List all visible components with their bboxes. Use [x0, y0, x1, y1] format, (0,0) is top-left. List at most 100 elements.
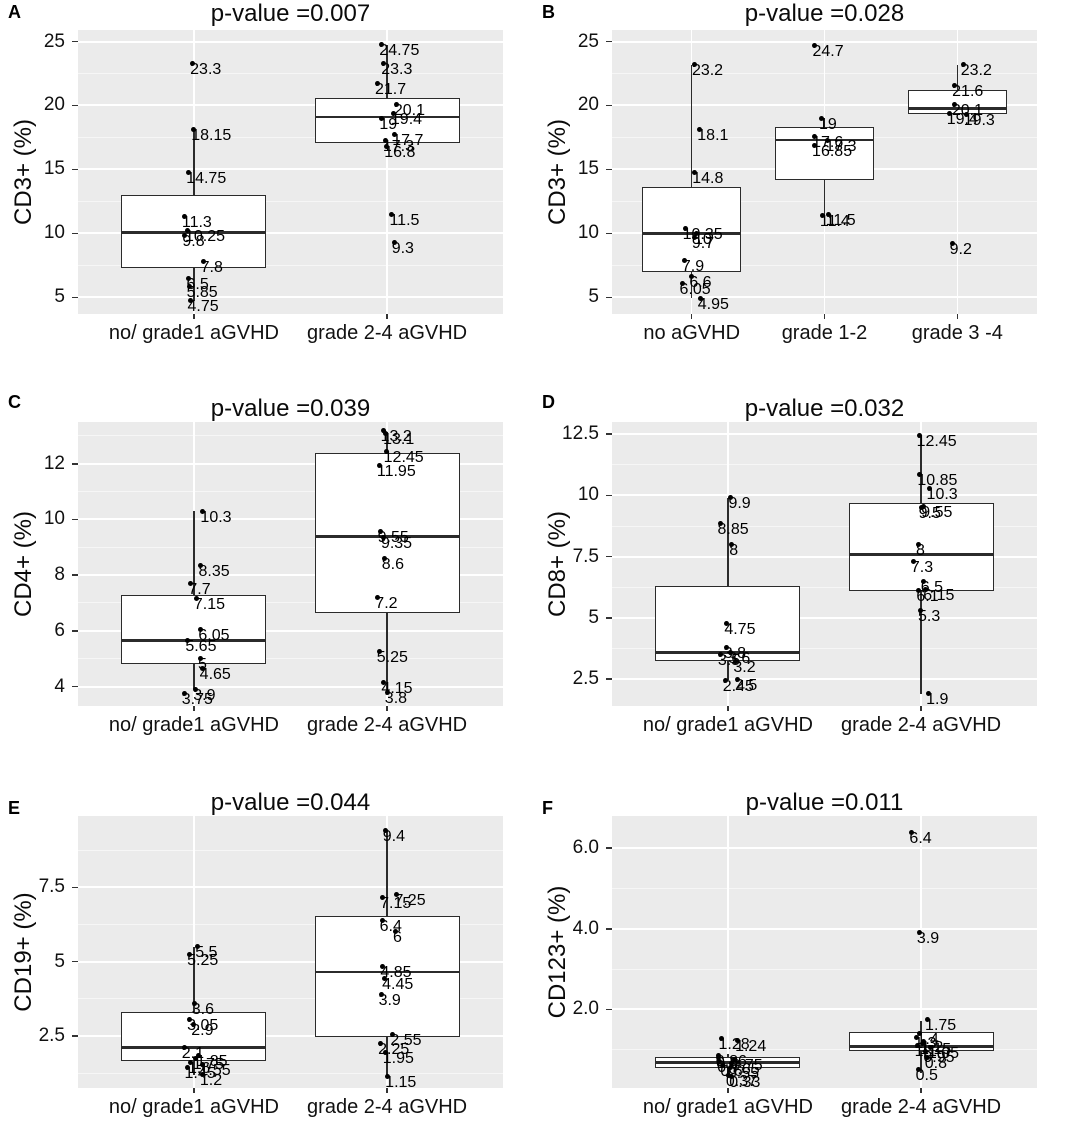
gridline-minor [612, 586, 1037, 588]
data-point: 1.24 [735, 1037, 767, 1055]
median-line [314, 115, 460, 119]
panel-title: p-value =0.032 [744, 395, 905, 422]
data-point: 4.45 [382, 975, 413, 993]
gridline-vertical [386, 30, 388, 314]
data-point: 12.45 [383, 448, 424, 466]
median-line [848, 1045, 994, 1048]
y-tick-mark [72, 685, 78, 688]
y-tick-mark [606, 678, 612, 680]
data-point: 5.25 [376, 649, 408, 667]
x-category-label: no/ grade1 aGVHD [642, 1096, 813, 1118]
y-tick-mark [72, 960, 78, 963]
y-tick-mark [606, 232, 612, 235]
data-point: 1.2 [199, 1072, 223, 1088]
x-category-label: grade 2-4 aGVHD [841, 1096, 1002, 1118]
median-line [314, 534, 460, 538]
data-point: 6.1 [916, 588, 939, 606]
whisker-lower [727, 660, 729, 681]
x-tick-mark [920, 706, 922, 711]
panel-letter: E [8, 798, 21, 818]
y-tick-label: 5 [54, 286, 65, 308]
y-tick-mark [606, 40, 612, 43]
plot-area: 10.38.357.77.156.055.6554.653.93.7513.21… [78, 422, 503, 706]
x-tick-mark [386, 1088, 388, 1093]
y-tick-mark [72, 168, 78, 171]
data-point: 19 [379, 115, 397, 133]
x-category-label: no/ grade1 aGVHD [108, 1096, 279, 1118]
plot-area: 1.281.240.860.80.750.70.650.60.550.370.3… [612, 816, 1037, 1088]
data-point: 4.95 [697, 295, 729, 313]
gridline-minor [78, 924, 503, 925]
panel-title: p-value =0.044 [210, 789, 371, 816]
gridline-minor [78, 136, 503, 138]
y-tick-label: 15 [43, 158, 65, 180]
median-line [655, 650, 801, 654]
gridline-vertical [956, 30, 959, 314]
median-line [655, 1061, 801, 1064]
y-tick-mark [606, 494, 612, 497]
data-point: 11.3 [181, 214, 212, 231]
x-tick-mark [386, 314, 388, 319]
data-point: 1.95 [382, 1049, 414, 1067]
whisker-upper [956, 64, 958, 91]
panel-letter: F [542, 798, 553, 818]
panel-letter: A [8, 2, 21, 22]
gridline-minor [78, 602, 503, 604]
data-point: 3.2 [733, 659, 756, 677]
whisker-lower [193, 1061, 195, 1075]
x-tick-mark [193, 1088, 195, 1093]
data-point: 10.25 [185, 227, 225, 245]
x-category-label: grade 2-4 aGVHD [307, 322, 468, 344]
x-category-label: no/ grade1 aGVHD [108, 714, 279, 736]
gridline-minor [612, 968, 1037, 970]
y-tick-label: 20 [43, 94, 65, 116]
gridline-vertical [727, 816, 729, 1088]
data-point: 2.45 [722, 677, 754, 695]
gridline-major [78, 40, 503, 43]
whisker-upper [386, 830, 388, 916]
gridline-major [612, 433, 1037, 436]
y-tick-label: 5 [54, 950, 65, 972]
data-point: 3.9 [378, 991, 401, 1009]
boxplot-box [641, 186, 742, 272]
median-line [907, 107, 1008, 111]
x-tick-mark [193, 314, 195, 319]
plot-area: 23.3 18.15 14.75 11.310.259.8 7.86.55.854.75… [78, 30, 503, 314]
x-tick-mark [727, 1088, 729, 1093]
panel-title: p-value =0.011 [745, 789, 904, 816]
data-point: 1.28 [718, 1035, 750, 1053]
data-point: 23.3 [381, 60, 413, 78]
panel-letter: D [542, 392, 555, 412]
data-point: 23.2 [691, 62, 724, 80]
data-point: 6.05 [198, 626, 230, 644]
gridline-minor [612, 464, 1037, 466]
data-point: 10.35 [682, 226, 723, 243]
data-point: 19 [818, 115, 837, 133]
y-tick-mark [72, 104, 78, 107]
data-point: 8.85 [717, 521, 749, 539]
y-tick-label: 10 [43, 222, 65, 244]
data-point: 10.85 [917, 472, 958, 490]
gridline-major [612, 678, 1037, 681]
boxplot-box [121, 1012, 267, 1062]
whisker-lower [690, 271, 693, 298]
y-tick-label: 2.5 [38, 1024, 65, 1046]
whisker-lower [727, 1067, 729, 1076]
data-point: 1.45 [184, 1064, 216, 1082]
gridline-major [78, 104, 503, 107]
gridline-major [612, 494, 1037, 497]
whisker-lower [193, 267, 195, 301]
median-line [641, 232, 742, 235]
data-point: 17.7 [392, 132, 423, 149]
boxplot-box [907, 90, 1008, 115]
whisker-upper [727, 497, 729, 587]
panel-letter: C [8, 392, 21, 412]
x-tick-mark [956, 314, 959, 319]
plot-area: 5.55.253.63.052.92.11.851.751.61.551.451… [78, 816, 503, 1088]
y-tick-label: 25 [577, 30, 599, 52]
data-point: 16.85 [812, 143, 852, 160]
data-point: 18.1 [697, 127, 729, 145]
y-tick-label: 5 [588, 606, 599, 628]
